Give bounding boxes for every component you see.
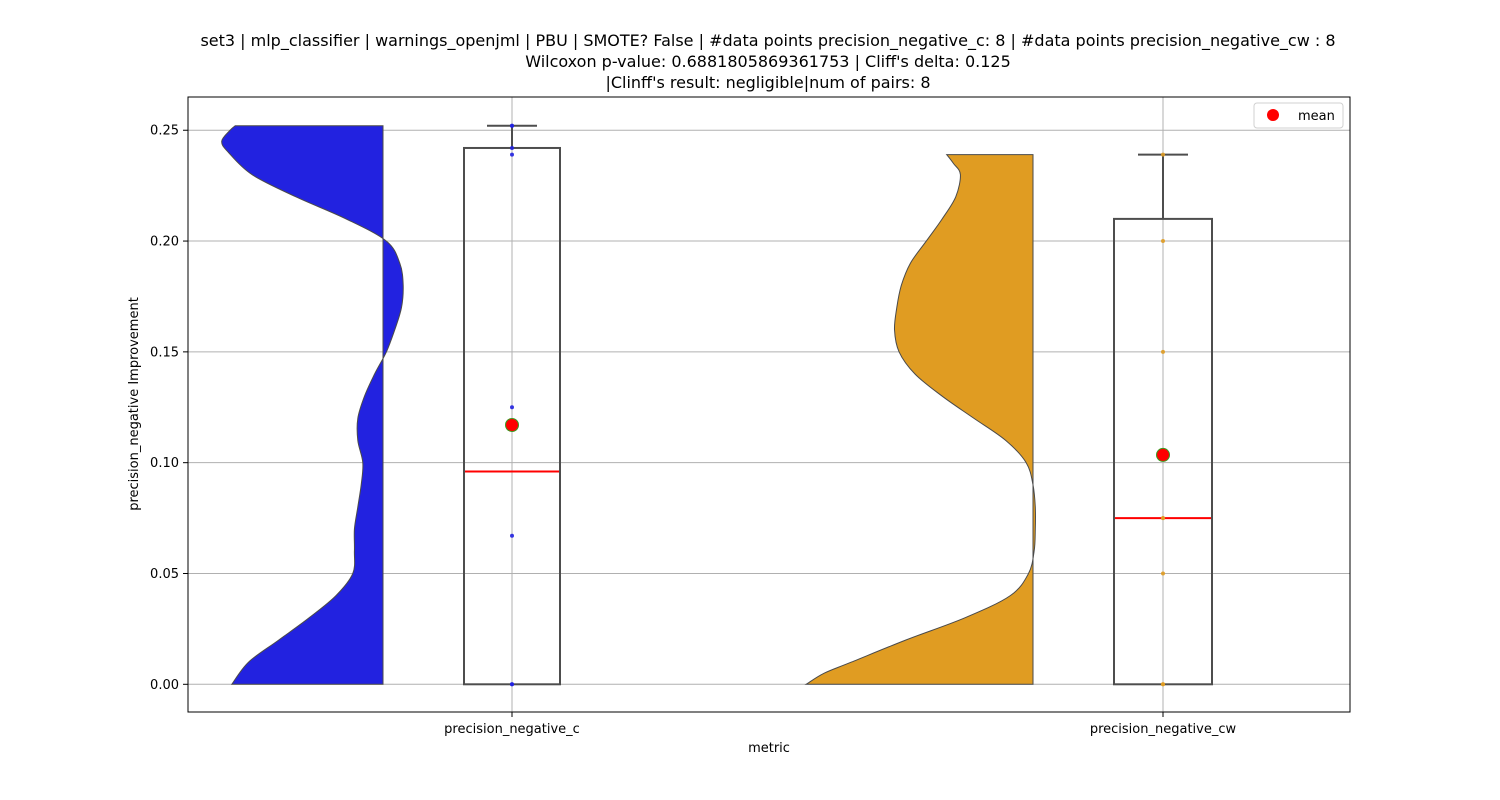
data-point-precision_negative_cw-4 xyxy=(1161,516,1165,521)
title-line-1: set3 | mlp_classifier | warnings_openjml… xyxy=(200,31,1335,51)
y-tick-label-3: 0.15 xyxy=(150,345,179,360)
data-point-precision_negative_c-1 xyxy=(510,682,514,687)
data-point-precision_negative_c-7 xyxy=(510,123,514,128)
data-point-precision_negative_c-2 xyxy=(510,533,514,538)
plot-area-frame xyxy=(187,96,1351,713)
mean-marker-precision_negative_c xyxy=(505,418,519,432)
violin-precision_negative_c xyxy=(221,125,404,685)
legend-mean-marker xyxy=(1267,109,1279,121)
y-tick-label-2: 0.10 xyxy=(150,456,179,471)
data-point-precision_negative_c-4 xyxy=(510,152,514,157)
violin-precision_negative_cw xyxy=(804,154,1036,685)
y-tick-label-5: 0.25 xyxy=(150,124,179,139)
boxplots xyxy=(463,124,1213,686)
y-tick-label-4: 0.20 xyxy=(150,235,179,250)
data-point-precision_negative_cw-1 xyxy=(1161,682,1165,687)
title-line-2: Wilcoxon p-value: 0.6881805869361753 | C… xyxy=(525,52,1011,71)
x-tick-label-0: precision_negative_c xyxy=(444,722,580,737)
data-point-precision_negative_cw-2 xyxy=(1161,571,1165,576)
title-line-3: |Clinff's result: negligible|num of pair… xyxy=(605,73,930,92)
y-tick-label-1: 0.05 xyxy=(150,567,179,582)
data-point-precision_negative_cw-5 xyxy=(1161,349,1165,354)
x-axis-label: metric xyxy=(748,741,790,756)
data-point-precision_negative_c-5 xyxy=(510,145,514,150)
x-axis: precision_negative_c precision_negative_c… xyxy=(444,712,1237,737)
y-axis-label: precision_negative Improvement xyxy=(127,297,142,511)
x-tick-label-1: precision_negative_cw xyxy=(1090,722,1237,737)
data-points xyxy=(510,123,1165,687)
data-point-precision_negative_cw-6 xyxy=(1161,239,1165,244)
legend-mean-label: mean xyxy=(1298,109,1335,124)
y-tick-label-0: 0.00 xyxy=(150,678,179,693)
y-axis: 0.00 0.05 0.10 0.15 0.20 0.25 xyxy=(150,124,188,693)
data-point-precision_negative_cw-7 xyxy=(1161,152,1165,157)
data-point-precision_negative_c-3 xyxy=(510,405,514,410)
chart-title: set3 | mlp_classifier | warnings_openjml… xyxy=(200,31,1335,92)
mean-marker-precision_negative_cw xyxy=(1156,447,1170,462)
legend: mean xyxy=(1253,102,1344,129)
mean-markers xyxy=(505,418,1170,462)
violins xyxy=(221,125,1036,685)
legend-box xyxy=(1253,102,1344,129)
